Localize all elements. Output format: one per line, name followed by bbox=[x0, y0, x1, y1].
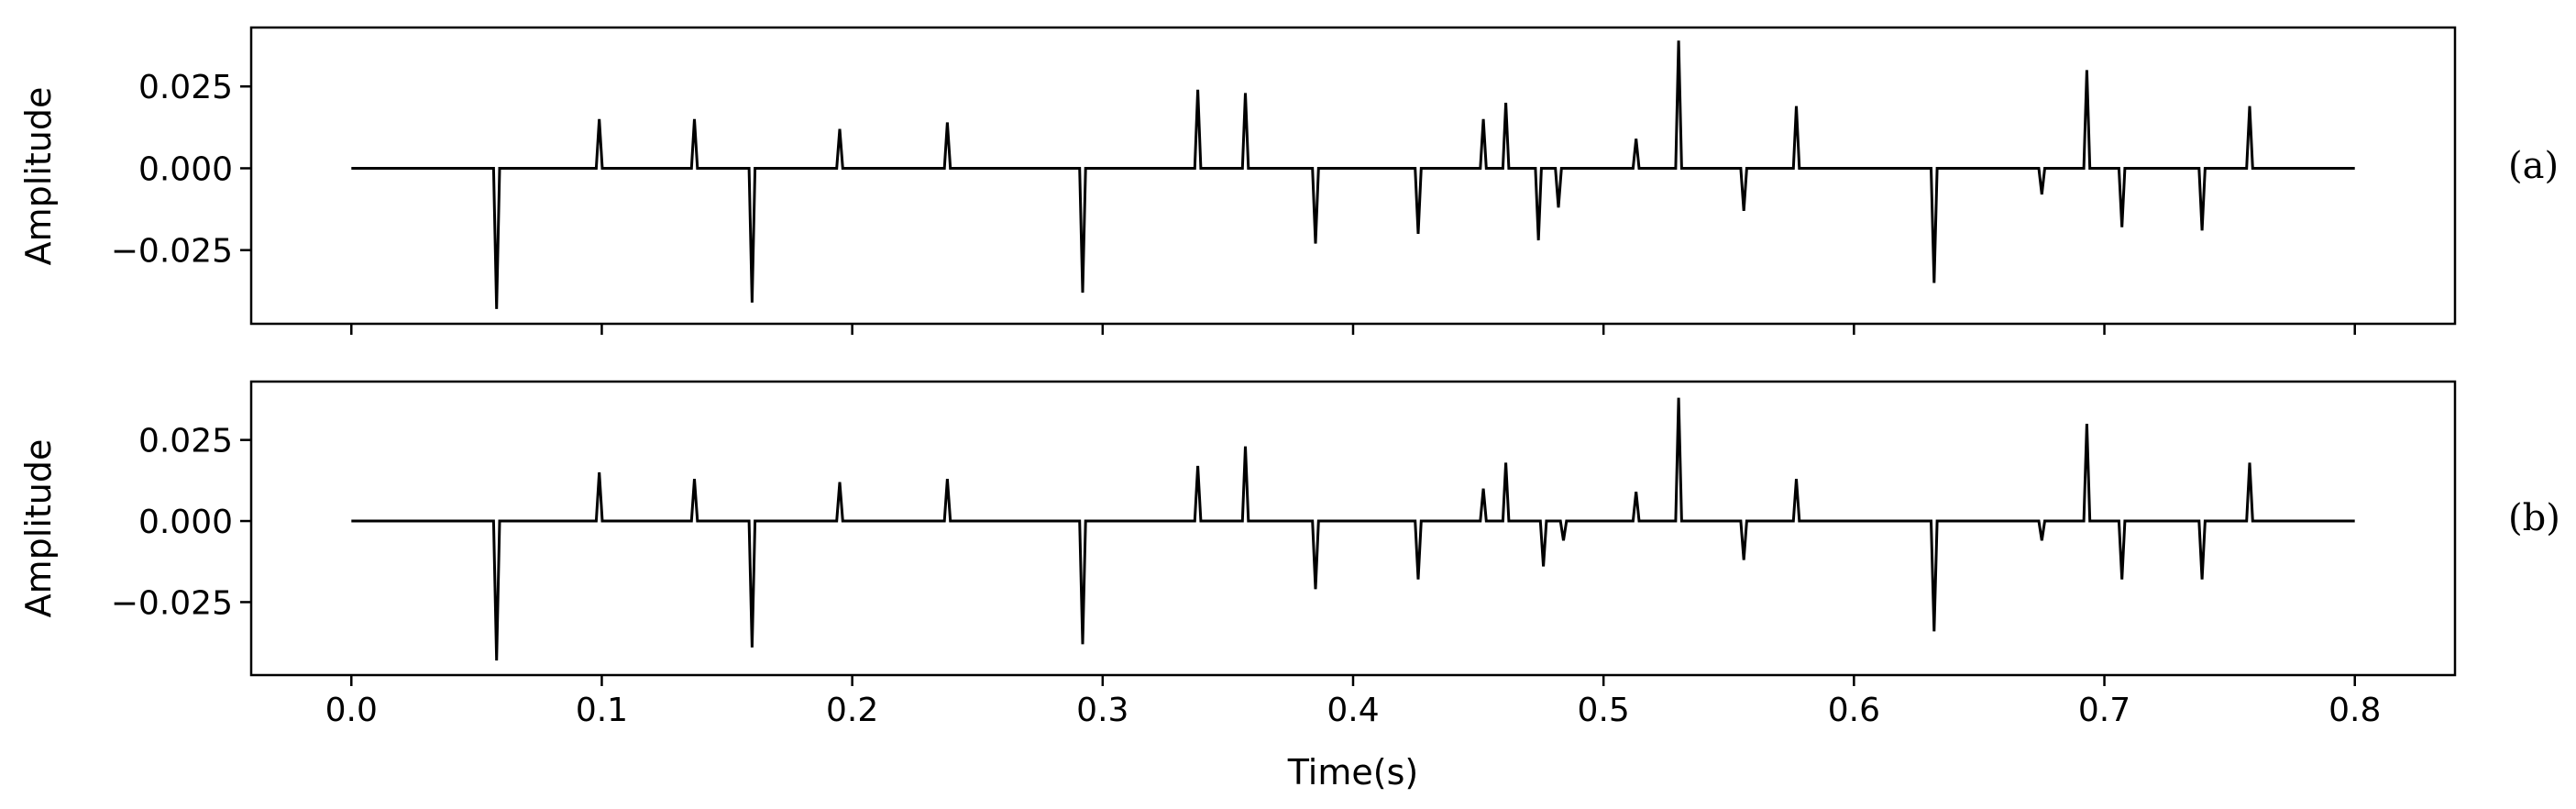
panel-a-y-tick-label: 0.025 bbox=[138, 69, 233, 106]
panel-b-y-tick-label: −0.025 bbox=[111, 584, 233, 622]
panel-b-y-tick-label: 0.000 bbox=[138, 504, 233, 541]
panel-b-x-tick-label: 0.6 bbox=[1828, 692, 1880, 729]
x-axis-title: Time(s) bbox=[1287, 752, 1418, 792]
panel-a-y-tick-label: −0.025 bbox=[111, 233, 233, 271]
panel-b-x-tick-label: 0.3 bbox=[1076, 692, 1128, 729]
panel-b-x-ticks: 0.0 0.1 0.2 0.3 0.4 0.5 0.6 0.7 0.8 bbox=[325, 675, 2381, 729]
panel-b-y-ticks: −0.025 0.000 0.025 bbox=[111, 423, 251, 622]
panel-a-trace bbox=[351, 40, 2355, 309]
panel-b-x-tick-label: 0.5 bbox=[1578, 692, 1630, 729]
panel-b-x-tick-label: 0.8 bbox=[2328, 692, 2381, 729]
panel-a-x-ticks bbox=[350, 324, 2356, 335]
panel-b-x-tick-label: 0.7 bbox=[2078, 692, 2130, 729]
panel-b-trace bbox=[351, 397, 2355, 661]
panel-b-x-tick-label: 0.0 bbox=[325, 692, 378, 729]
panel-b-tag: (b) bbox=[2508, 497, 2560, 539]
panel-a: −0.025 0.000 0.025 Amplitude (a) bbox=[18, 26, 2559, 335]
panel-a-y-tick-label: 0.000 bbox=[138, 150, 233, 188]
panel-b-x-tick-label: 0.4 bbox=[1327, 692, 1379, 729]
panel-b-ylabel: Amplitude bbox=[18, 439, 59, 618]
panel-a-tag: (a) bbox=[2508, 145, 2559, 187]
panel-a-ylabel: Amplitude bbox=[18, 87, 59, 266]
panel-b-y-tick-label: 0.025 bbox=[138, 423, 233, 460]
panel-b-x-tick-label: 0.1 bbox=[576, 692, 628, 729]
panel-a-y-ticks: −0.025 0.000 0.025 bbox=[111, 69, 251, 271]
panel-b-x-tick-label: 0.2 bbox=[826, 692, 878, 729]
